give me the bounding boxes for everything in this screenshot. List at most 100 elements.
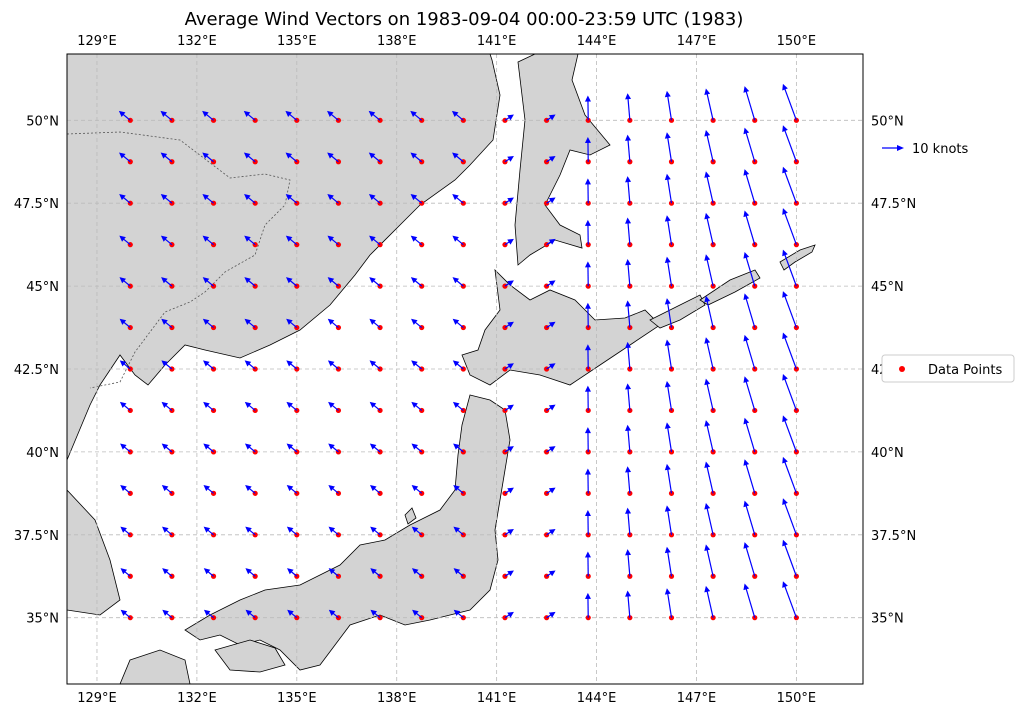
wind-vector-head — [120, 609, 128, 616]
wind-vector-head — [782, 456, 788, 464]
wind-vector-head — [244, 194, 251, 201]
data-point — [793, 490, 799, 496]
wind-vector-head — [161, 277, 168, 284]
wind-vector-head — [327, 277, 335, 284]
wind-vector-head — [287, 568, 294, 575]
wind-vector-head — [203, 568, 211, 575]
wind-vector-head — [782, 373, 788, 381]
wind-vector-head — [368, 194, 376, 201]
wind-vector-head — [453, 568, 461, 575]
wind-vector — [666, 592, 673, 618]
quiver-key: 10 knots — [882, 142, 968, 157]
wind-vector — [627, 345, 631, 370]
wind-vector-head — [782, 166, 788, 174]
wind-vector-head — [410, 194, 418, 201]
wind-vector-head — [327, 152, 334, 159]
wind-vector-head — [507, 363, 514, 370]
wind-vector-head — [369, 277, 376, 284]
legend-label: Data Points — [928, 363, 1002, 378]
wind-vector-head — [704, 337, 711, 344]
wind-vector — [745, 214, 756, 245]
wind-vector-head — [625, 176, 632, 183]
data-point — [793, 449, 799, 455]
wind-vector-head — [368, 152, 376, 159]
wind-vector-head — [285, 194, 293, 201]
wind-vector-head — [286, 485, 294, 492]
wind-vector-head — [664, 90, 671, 98]
land-hokkaido — [461, 268, 661, 386]
wind-vector-head — [285, 152, 293, 159]
quiver-key-arrowhead — [897, 145, 904, 151]
wind-vector-head — [704, 544, 711, 551]
wind-vector-head — [625, 507, 632, 514]
wind-vector-head — [245, 485, 252, 492]
wind-vector-head — [411, 443, 419, 450]
wind-vector — [627, 262, 631, 287]
wind-vector — [745, 545, 756, 577]
wind-vector — [783, 377, 797, 411]
wind-vector-head — [368, 110, 376, 118]
x-tick-label-top: 129°E — [77, 34, 117, 49]
x-tick-label-bottom: 135°E — [277, 691, 317, 706]
wind-vector — [706, 175, 714, 204]
wind-vector-head — [507, 611, 514, 618]
wind-vector-head — [119, 152, 126, 159]
wind-vector-head — [370, 568, 377, 575]
wind-vector-head — [664, 132, 671, 139]
wind-vector-head — [119, 401, 127, 409]
data-point — [710, 242, 716, 248]
wind-vector-head — [507, 197, 514, 204]
wind-vector-head — [287, 609, 294, 616]
wind-vector-head — [625, 383, 632, 390]
wind-vector — [666, 219, 673, 245]
data-point — [710, 449, 716, 455]
wind-vector-head — [202, 318, 210, 325]
wind-vector — [666, 343, 673, 370]
wind-vector — [706, 382, 714, 411]
wind-vector-head — [285, 110, 292, 118]
wind-vector-head — [507, 570, 514, 577]
wind-vector-head — [119, 235, 126, 242]
wind-vector-head — [625, 549, 632, 556]
data-point — [585, 532, 591, 538]
wind-vector-head — [584, 592, 591, 599]
y-axis-ticks: 35°N35°N37.5°N37.5°N40°N40°N42.5°N42.5°N… — [14, 114, 916, 626]
wind-vector-head — [625, 424, 632, 432]
wind-vector-head — [161, 318, 168, 325]
wind-vector-head — [410, 277, 418, 284]
wind-vector-head — [782, 83, 788, 91]
wind-vector — [745, 297, 756, 328]
x-tick-label-top: 132°E — [177, 34, 217, 49]
y-tick-label-left: 50°N — [26, 114, 59, 129]
wind-vector-head — [664, 339, 671, 346]
data-point — [668, 242, 675, 248]
data-point — [710, 159, 716, 165]
x-tick-label-top: 147°E — [677, 34, 717, 49]
wind-vector — [666, 136, 673, 162]
wind-vector-head — [782, 415, 788, 423]
y-tick-label-left: 35°N — [26, 612, 59, 627]
wind-vector-head — [161, 401, 169, 409]
wind-vector-head — [411, 318, 418, 325]
wind-vector-head — [625, 341, 632, 349]
wind-vector-head — [452, 401, 460, 409]
wind-vector — [783, 501, 797, 535]
wind-vector-head — [369, 401, 377, 409]
wind-vector — [627, 180, 631, 204]
wind-vector-head — [782, 208, 788, 215]
wind-vector — [745, 255, 756, 287]
wind-vector-head — [286, 277, 293, 284]
wind-vector — [666, 509, 673, 535]
y-tick-label-right: 50°N — [871, 114, 904, 129]
wind-vector-head — [548, 446, 556, 452]
wind-vector — [745, 379, 756, 411]
wind-vector-head — [743, 86, 750, 93]
wind-vector — [706, 133, 714, 162]
wind-vector-head — [743, 127, 750, 135]
wind-vector-head — [411, 526, 419, 533]
wind-vector-head — [286, 526, 294, 533]
wind-vector-head — [704, 502, 711, 510]
x-tick-label-bottom: 138°E — [377, 691, 417, 706]
wind-vector-head — [411, 360, 418, 367]
wind-vector-head — [328, 526, 336, 533]
